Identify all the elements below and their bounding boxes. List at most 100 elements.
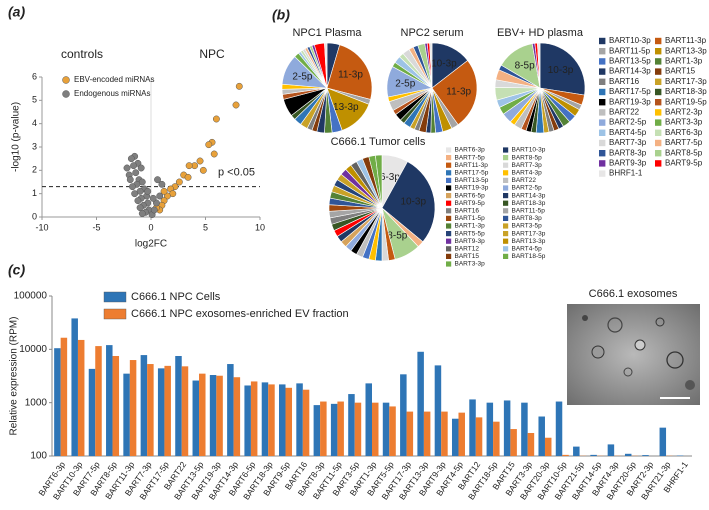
point: [137, 164, 145, 172]
bar: [216, 375, 223, 456]
legend-label: BART9-3p: [609, 159, 647, 168]
legend-swatch: [503, 170, 509, 176]
y-tick-label: 0: [32, 211, 37, 221]
bar: [573, 446, 580, 456]
bar: [227, 364, 234, 456]
bar: [434, 365, 442, 456]
y-axis-label: -log10 (p-value): [11, 102, 22, 172]
point: [153, 199, 160, 207]
legend-swatch: [446, 155, 452, 161]
legend-swatch: [503, 223, 509, 229]
point: [127, 155, 135, 163]
bar: [95, 346, 102, 456]
point: [163, 192, 171, 200]
legend-label: BART22: [512, 177, 537, 184]
inset-title: C666.1 exosomes: [589, 288, 678, 300]
y-tick-label: 3: [32, 141, 37, 151]
legend-swatch: [599, 99, 606, 106]
bar: [164, 365, 171, 456]
bar: [199, 373, 206, 456]
legend-label: BART8-3p: [609, 148, 647, 157]
legend-label: BART11-3p: [455, 162, 489, 169]
bar: [77, 339, 85, 456]
bar: [458, 412, 465, 456]
bar: [544, 437, 552, 456]
legend-swatch: [599, 160, 606, 167]
legend-label: BART14-3p: [609, 67, 651, 76]
legend-label: C666.1 NPC Cells: [131, 291, 221, 303]
x-axis-label: log2FC: [135, 239, 167, 250]
bar: [244, 385, 251, 456]
point: [138, 210, 146, 217]
bar: [147, 364, 154, 456]
bar: [365, 383, 372, 456]
legend-swatch: [446, 170, 452, 176]
bar: [389, 406, 396, 456]
bar: [261, 382, 269, 456]
bar: [521, 402, 528, 456]
slice-label: 8-5p: [387, 231, 407, 242]
legend-swatch: [446, 215, 452, 221]
bar: [354, 402, 362, 456]
legend-swatch: [599, 48, 606, 55]
legend-label: BART14-3p: [512, 192, 546, 199]
legend-swatch: [446, 200, 452, 206]
point: [123, 164, 131, 172]
point: [185, 162, 193, 170]
bar: [250, 381, 258, 456]
y-tick-label: 10000: [19, 344, 47, 355]
legend-swatch: [655, 78, 662, 85]
legend-swatch: [503, 238, 509, 244]
legend-swatch: [446, 162, 452, 168]
pie-title: NPC2 serum: [401, 27, 464, 39]
point: [212, 115, 220, 123]
legend-label: BART6-3p: [665, 128, 703, 137]
bar: [417, 351, 424, 456]
pie-slice: [539, 42, 586, 96]
bar: [330, 403, 338, 456]
legend-label: BART6-5p: [455, 192, 486, 199]
legend-label: Endogenous miRNAs: [74, 89, 150, 98]
legend-label: BART2-5p: [609, 118, 647, 127]
legend-swatch: [62, 76, 70, 84]
bar: [493, 421, 500, 456]
bar: [268, 384, 275, 456]
bar: [538, 416, 545, 456]
legend-label: BART13-3p: [665, 46, 707, 55]
bar: [475, 417, 483, 456]
legend-swatch: [599, 58, 606, 65]
bar: [129, 360, 137, 456]
point: [196, 157, 204, 165]
legend-swatch: [655, 99, 662, 106]
bar: [486, 402, 494, 456]
legend-swatch: [503, 246, 509, 252]
pie-slice: [431, 60, 478, 126]
bar: [510, 429, 517, 456]
legend-swatch: [599, 88, 606, 96]
bar: [313, 405, 321, 456]
legend-label: BART13-5p: [455, 177, 489, 184]
y-tick-label: 4: [32, 118, 37, 128]
legend-label: BART17-3p: [665, 77, 707, 86]
point: [129, 183, 136, 191]
legend-swatch: [599, 129, 606, 136]
bar: [451, 418, 459, 456]
bar: [372, 402, 379, 456]
y-tick-label: 100: [30, 451, 47, 462]
pie-slice: [324, 42, 328, 89]
legend-label: BART18-3p: [665, 87, 707, 96]
bar: [181, 366, 189, 456]
bar: [54, 348, 61, 456]
legend-swatch: [62, 90, 70, 98]
bar: [296, 383, 303, 456]
slice-label: 11-3p: [338, 69, 363, 80]
legend-swatch: [446, 185, 452, 191]
slice-label: 10-3p: [400, 197, 426, 208]
bar: [60, 337, 68, 456]
point: [132, 169, 140, 177]
bar: [423, 411, 431, 456]
panel-label: (c): [8, 262, 25, 278]
bar: [503, 400, 511, 456]
pie-slice: [537, 42, 541, 89]
point: [134, 197, 142, 205]
